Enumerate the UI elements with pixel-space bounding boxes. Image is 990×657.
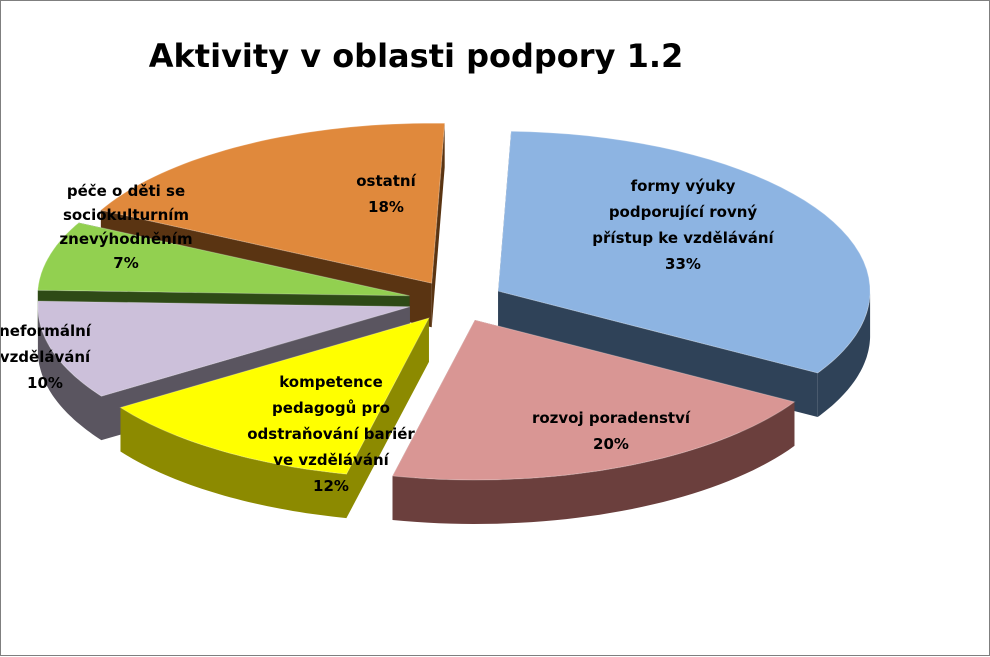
- pie-slice-top-3: [37, 300, 410, 397]
- slice-label-2: kompetence pedagogů pro odstraňování barié…: [247, 373, 415, 495]
- slice-name-label: ostatní: [356, 172, 416, 190]
- slice-name-label: kompetence: [279, 373, 383, 391]
- pie-slice-side-0-1: [498, 291, 818, 418]
- slice-value-label: 18%: [368, 198, 404, 216]
- pie-slice-side-2-0: [346, 318, 429, 519]
- pie-slice-top-2: [119, 317, 430, 475]
- slice-name-label: ve vzdělávání: [273, 451, 389, 469]
- pie-slice-side-5-1: [431, 123, 445, 328]
- slice-label-4: péče o děti se sociokulturním znevýhodnění…: [59, 182, 192, 272]
- slice-name-label: odstraňování bariér: [247, 425, 415, 443]
- pie-slice-wall-0: [817, 291, 871, 417]
- pie-slice-wall-2: [120, 407, 347, 519]
- pie-slice-top-4: [37, 222, 410, 297]
- slice-name-label: pedagogů pro: [272, 399, 390, 417]
- slice-value-label: 20%: [593, 435, 629, 453]
- slice-name-label: podporující rovný: [609, 203, 758, 221]
- slice-name-label: rozvoj poradenství: [532, 409, 691, 427]
- chart-title: Aktivity v oblasti podpory 1.2: [148, 37, 684, 75]
- slice-label-3: neformální vzdělávání 10%: [1, 322, 92, 392]
- pie-slice-1: [391, 319, 796, 524]
- slice-label-1: rozvoj poradenství 20%: [532, 409, 691, 453]
- slice-label-5: ostatní 18%: [356, 172, 416, 216]
- slice-value-label: 33%: [665, 255, 701, 273]
- pie-slice-top-0: [497, 130, 871, 374]
- pie-slice-top-1: [391, 319, 796, 481]
- slice-value-label: 12%: [313, 477, 349, 495]
- slice-name-label: péče o děti se: [67, 182, 185, 200]
- slice-name-label: znevýhodněním: [59, 230, 192, 248]
- slice-value-label: 7%: [113, 254, 138, 272]
- slice-name-label: sociokulturním: [63, 206, 189, 224]
- pie-slice-2: [119, 317, 430, 519]
- slice-name-label: vzdělávání: [1, 348, 91, 366]
- slice-name-label: neformální: [1, 322, 92, 340]
- pie-slice-0: [497, 130, 871, 418]
- slice-label-0: formy výuky podporující rovný přístup ke v…: [592, 177, 774, 273]
- slice-name-label: přístup ke vzdělávání: [592, 229, 774, 247]
- pie-slice-wall-3: [37, 306, 102, 441]
- slice-name-label: formy výuky: [631, 177, 736, 195]
- pie-slice-top-5: [99, 122, 446, 284]
- pie-slice-wall-1: [392, 401, 795, 524]
- slice-value-label: 10%: [27, 374, 63, 392]
